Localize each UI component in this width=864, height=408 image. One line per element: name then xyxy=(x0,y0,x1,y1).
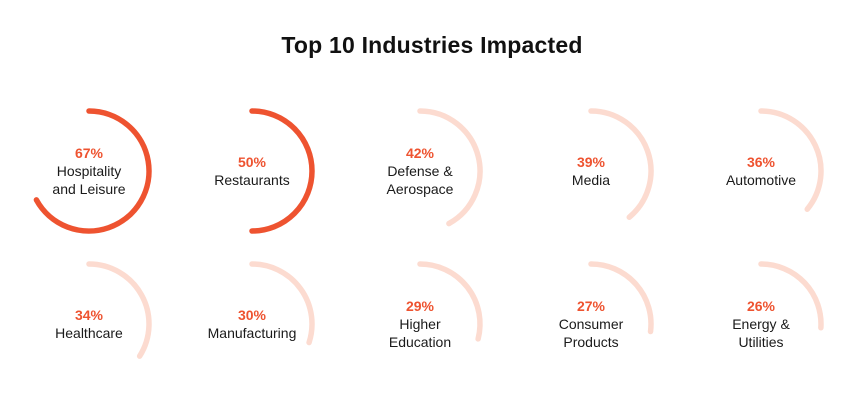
value-label-restaurants: 50% xyxy=(238,154,267,170)
category-label-manufacturing: Manufacturing xyxy=(208,325,297,341)
chart-title: Top 10 Industries Impacted xyxy=(281,32,583,58)
industry-item-healthcare: 34% Healthcare xyxy=(55,261,152,359)
industry-item-media: 39% Media xyxy=(572,108,654,220)
progress-arc-automotive xyxy=(758,108,824,212)
industry-item-restaurants: 50% Restaurants xyxy=(214,108,315,234)
category-label-consumer-products: Products xyxy=(563,334,618,350)
category-label-media: Media xyxy=(572,172,610,188)
industry-item-higher-education: 29% Higher Education xyxy=(389,261,483,350)
value-label-manufacturing: 30% xyxy=(238,307,267,323)
value-label-defense-and-aerospace: 42% xyxy=(406,145,435,161)
value-label-media: 39% xyxy=(577,154,606,170)
progress-arc-hospitality-and-leisure xyxy=(33,108,152,234)
category-label-consumer-products: Consumer xyxy=(559,316,624,332)
industry-item-defense-and-aerospace: 42% Defense & Aerospace xyxy=(387,108,483,227)
category-label-hospitality-and-leisure: and Leisure xyxy=(52,181,125,197)
industry-item-manufacturing: 30% Manufacturing xyxy=(208,261,315,346)
industry-item-hospitality-and-leisure: 67% Hospitality and Leisure xyxy=(33,108,152,234)
industry-item-energy-and-utilities: 26% Energy & Utilities xyxy=(732,261,824,350)
value-label-hospitality-and-leisure: 67% xyxy=(75,145,104,161)
progress-arc-defense-and-aerospace xyxy=(417,108,483,227)
progress-arc-media xyxy=(588,108,654,220)
value-label-energy-and-utilities: 26% xyxy=(747,298,776,314)
progress-arc-consumer-products xyxy=(588,261,654,335)
value-label-healthcare: 34% xyxy=(75,307,104,323)
progress-arc-higher-education xyxy=(417,261,483,342)
progress-arc-healthcare xyxy=(86,261,152,359)
progress-arc-manufacturing xyxy=(249,261,315,346)
value-label-consumer-products: 27% xyxy=(577,298,606,314)
value-label-higher-education: 29% xyxy=(406,298,435,314)
category-label-energy-and-utilities: Utilities xyxy=(738,334,783,350)
category-label-energy-and-utilities: Energy & xyxy=(732,316,790,332)
value-label-automotive: 36% xyxy=(747,154,776,170)
category-label-higher-education: Education xyxy=(389,334,451,350)
category-label-automotive: Automotive xyxy=(726,172,796,188)
category-label-defense-and-aerospace: Defense & xyxy=(387,163,453,179)
industry-item-consumer-products: 27% Consumer Products xyxy=(559,261,654,350)
progress-arc-restaurants xyxy=(249,108,315,234)
industry-item-automotive: 36% Automotive xyxy=(726,108,824,212)
progress-arc-energy-and-utilities xyxy=(758,261,824,331)
category-label-higher-education: Higher xyxy=(399,316,441,332)
category-label-defense-and-aerospace: Aerospace xyxy=(387,181,454,197)
category-label-restaurants: Restaurants xyxy=(214,172,289,188)
category-label-healthcare: Healthcare xyxy=(55,325,123,341)
category-label-hospitality-and-leisure: Hospitality xyxy=(57,163,122,179)
